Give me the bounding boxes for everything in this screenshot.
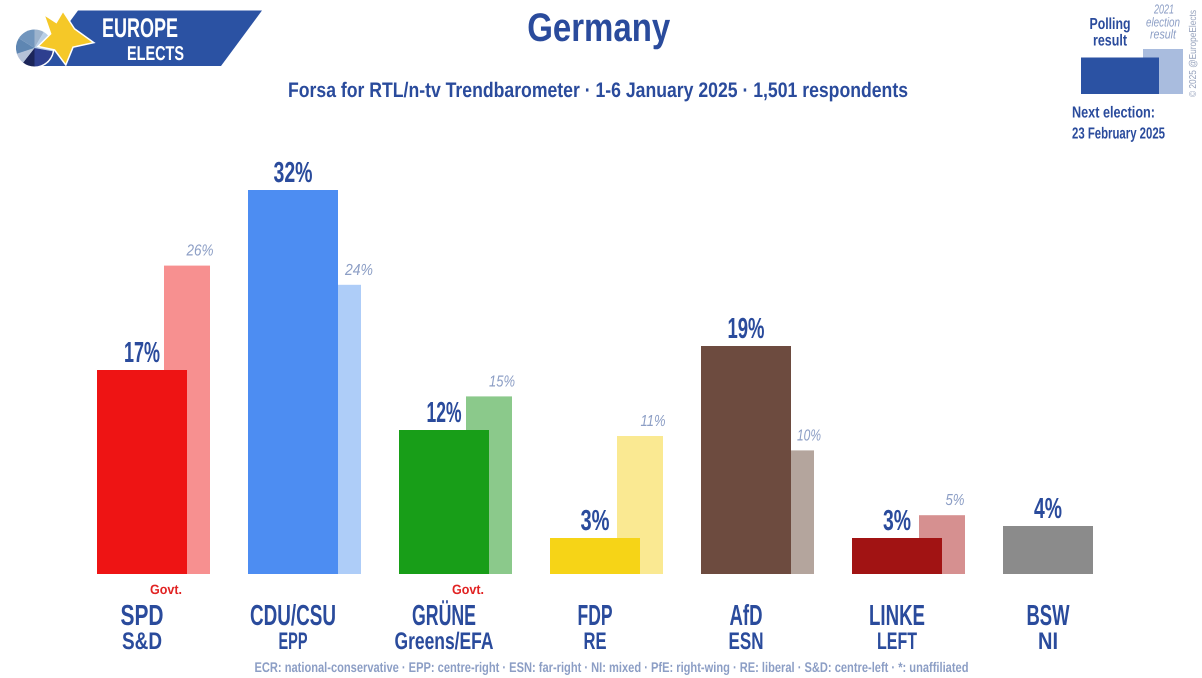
svg-text:S&D: S&D (122, 628, 162, 655)
svg-text:Polling: Polling (1090, 16, 1131, 33)
svg-text:4%: 4% (1034, 493, 1062, 525)
svg-text:Govt.: Govt. (150, 582, 182, 597)
svg-text:election: election (1146, 15, 1180, 30)
svg-text:ELECTS: ELECTS (127, 43, 184, 65)
svg-text:NI: NI (1038, 628, 1058, 655)
svg-text:Forsa for RTL/n-tv Trendbarome: Forsa for RTL/n-tv Trendbarometer · 1-6 … (288, 79, 908, 102)
svg-text:result: result (1093, 32, 1128, 49)
svg-text:32%: 32% (274, 157, 313, 189)
svg-text:FDP: FDP (578, 600, 613, 632)
svg-text:AfD: AfD (730, 600, 763, 632)
svg-text:RE: RE (584, 628, 607, 655)
svg-text:3%: 3% (581, 505, 610, 537)
svg-text:Greens/EFA: Greens/EFA (395, 628, 494, 655)
svg-text:17%: 17% (124, 337, 160, 369)
svg-text:LEFT: LEFT (877, 628, 917, 655)
svg-text:ECR: national-conservative · E: ECR: national-conservative · EPP: centre… (255, 659, 969, 675)
svg-text:23 February 2025: 23 February 2025 (1072, 126, 1165, 143)
svg-text:LINKE: LINKE (869, 600, 925, 632)
svg-text:24%: 24% (344, 262, 373, 279)
svg-text:5%: 5% (946, 492, 965, 509)
svg-text:result: result (1150, 27, 1177, 42)
svg-text:10%: 10% (797, 427, 821, 444)
svg-text:15%: 15% (489, 373, 515, 390)
svg-text:EUROPE: EUROPE (102, 13, 178, 43)
svg-text:2021: 2021 (1153, 1, 1174, 16)
svg-text:© 2025 @EuropeElects: © 2025 @EuropeElects (1188, 10, 1199, 97)
svg-text:Govt.: Govt. (452, 582, 484, 597)
svg-text:Next election:: Next election: (1072, 105, 1155, 122)
svg-text:Germany: Germany (527, 6, 671, 50)
svg-text:3%: 3% (883, 505, 911, 537)
svg-text:26%: 26% (186, 243, 214, 260)
svg-text:BSW: BSW (1027, 600, 1070, 632)
svg-text:CDU/CSU: CDU/CSU (250, 600, 336, 632)
svg-text:SPD: SPD (121, 600, 164, 632)
svg-text:19%: 19% (728, 313, 765, 345)
svg-text:11%: 11% (641, 413, 666, 430)
svg-text:ESN: ESN (729, 628, 764, 655)
svg-text:12%: 12% (427, 397, 462, 429)
svg-text:GRÜNE: GRÜNE (412, 600, 476, 632)
svg-text:EPP: EPP (279, 628, 308, 655)
